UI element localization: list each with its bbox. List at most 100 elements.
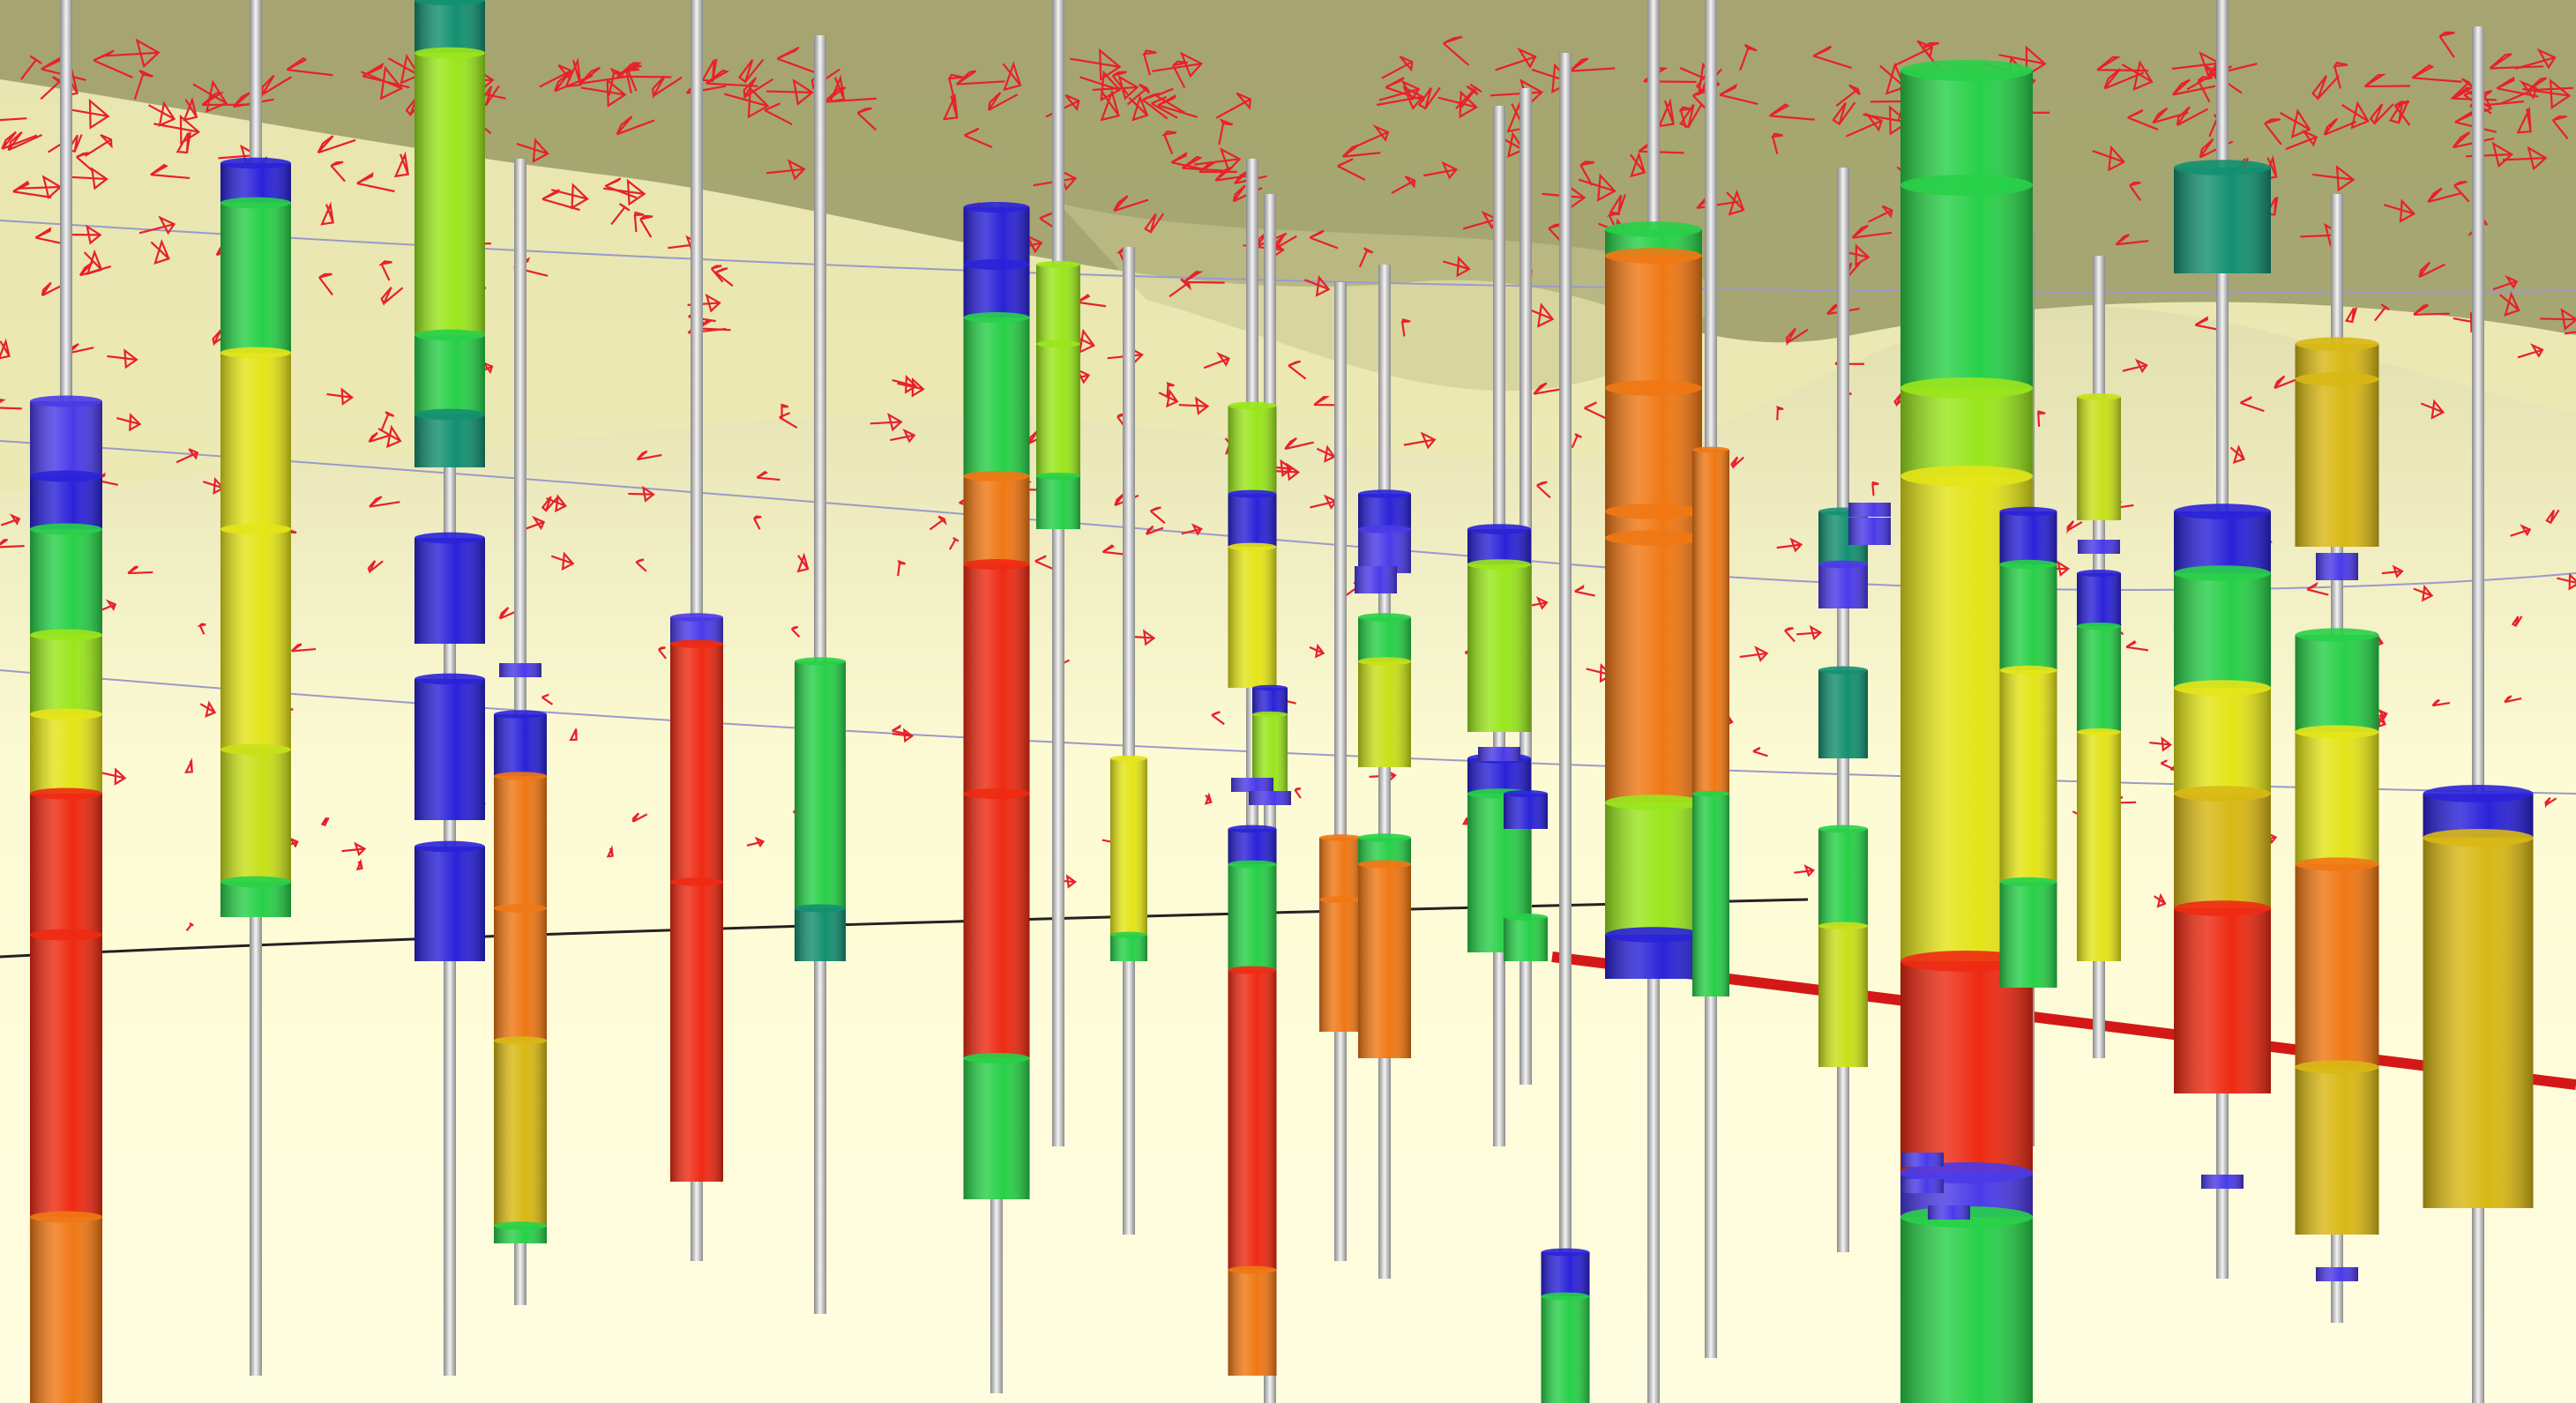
arrow-glyph <box>608 67 624 96</box>
interval-cap <box>1541 1248 1590 1257</box>
interval-cap <box>1605 504 1702 519</box>
arrow-glyph <box>2545 509 2560 525</box>
arrow-glyph <box>2171 50 2221 78</box>
arrow-glyph <box>764 102 793 126</box>
interval-cap <box>2174 786 2271 802</box>
interval-cap <box>1252 711 1288 718</box>
arrow-glyph <box>199 700 217 718</box>
borehole-interval-group <box>1252 684 1288 794</box>
interval-cap <box>1999 665 2057 675</box>
arrow-glyph <box>197 623 206 635</box>
interval-cap <box>220 197 291 209</box>
arrow-glyph <box>1342 144 1381 158</box>
arrow-glyph <box>2239 396 2265 413</box>
arrow-glyph <box>2420 399 2445 420</box>
interval-shade <box>1228 829 1277 864</box>
arrow-glyph <box>766 159 806 181</box>
arrow-glyph <box>579 66 631 85</box>
arrow-glyph <box>2498 291 2520 317</box>
arrow-glyph <box>780 403 789 420</box>
arrow-glyph <box>380 411 395 430</box>
interval-cap <box>414 532 485 544</box>
interval-cap <box>220 523 291 535</box>
arrow-glyph <box>0 117 27 122</box>
disc-shade <box>1231 778 1273 792</box>
interval-shade <box>414 335 485 414</box>
borehole-interval-group <box>414 0 485 961</box>
arrow-glyph <box>2393 101 2411 126</box>
arrow-glyph <box>83 249 103 276</box>
arrow-glyph <box>1183 271 1225 284</box>
interval-cap <box>1358 657 1411 666</box>
interval-shade <box>963 564 1030 794</box>
interval-cap <box>30 708 102 720</box>
arrow-glyph <box>1 131 38 150</box>
interval-cap <box>2174 900 2271 916</box>
interval-cap <box>1900 377 2033 399</box>
interval-shade <box>1228 864 1277 970</box>
rod <box>1559 53 1572 1403</box>
interval-cap <box>1900 466 2033 487</box>
interval-shade <box>414 0 485 53</box>
interval-cap <box>494 1221 547 1230</box>
interval-shade <box>494 908 547 1041</box>
interval-shade <box>670 644 723 882</box>
arrow-glyph <box>1739 43 1758 71</box>
disc-shade <box>1848 531 1891 545</box>
interval-shade <box>1605 256 1702 388</box>
arrow-glyph <box>326 387 355 406</box>
arrow-glyph <box>1400 318 1411 337</box>
interval-shade <box>1900 185 2033 388</box>
interval-shade <box>414 538 485 644</box>
arrow-glyph <box>2149 736 2173 752</box>
interval-cap <box>1467 524 1531 534</box>
arrow-glyph <box>341 841 367 857</box>
disc-shade <box>2316 566 2358 580</box>
arrow-glyph <box>2160 759 2174 770</box>
interval-cap <box>1504 790 1548 797</box>
arrow-glyph <box>320 817 330 827</box>
interval-shade <box>414 414 485 467</box>
interval-shade <box>1358 864 1411 1058</box>
arrow-glyph <box>1739 646 1769 662</box>
interval-cap <box>1605 248 1702 264</box>
arrow-glyph <box>76 152 94 173</box>
borehole <box>1123 247 1135 1235</box>
interval-shade <box>1818 670 1868 758</box>
arrow-glyph <box>107 348 138 369</box>
arrow-glyph <box>639 214 653 238</box>
interval-cap <box>494 710 547 719</box>
arrow-glyph <box>790 625 801 638</box>
interval-shade <box>414 847 485 961</box>
interval-shade <box>1692 794 1729 996</box>
arrow-glyph <box>1776 406 1784 421</box>
disc-shade <box>2316 553 2358 567</box>
arrow-glyph <box>766 78 814 106</box>
arrow-glyph <box>1417 86 1441 110</box>
arrow-glyph <box>1309 229 1339 250</box>
arrow-glyph <box>138 215 176 235</box>
arrow-glyph <box>18 175 63 200</box>
arrow-glyph <box>1455 85 1479 109</box>
interval-shade <box>1999 670 2057 882</box>
arrow-glyph <box>2383 198 2416 223</box>
arrow-glyph <box>1070 48 1122 81</box>
disc <box>1848 531 1891 545</box>
arrow-glyph <box>1785 327 1809 347</box>
arrow-glyph <box>1181 523 1203 536</box>
disc <box>1478 747 1520 761</box>
interval-shade <box>1818 926 1868 1067</box>
interval-cap <box>963 202 1030 213</box>
interval-shade <box>1319 838 1362 899</box>
arrow-glyph <box>756 470 780 481</box>
arrow-glyph <box>2557 572 2576 591</box>
interval-cap <box>963 1053 1030 1063</box>
disc <box>1901 1179 1944 1193</box>
arrow-glyph <box>2369 103 2394 125</box>
arrow-glyph <box>1578 173 1617 202</box>
interval-shade <box>1605 802 1702 935</box>
interval-shade <box>494 714 547 776</box>
arrow-glyph <box>631 812 648 823</box>
